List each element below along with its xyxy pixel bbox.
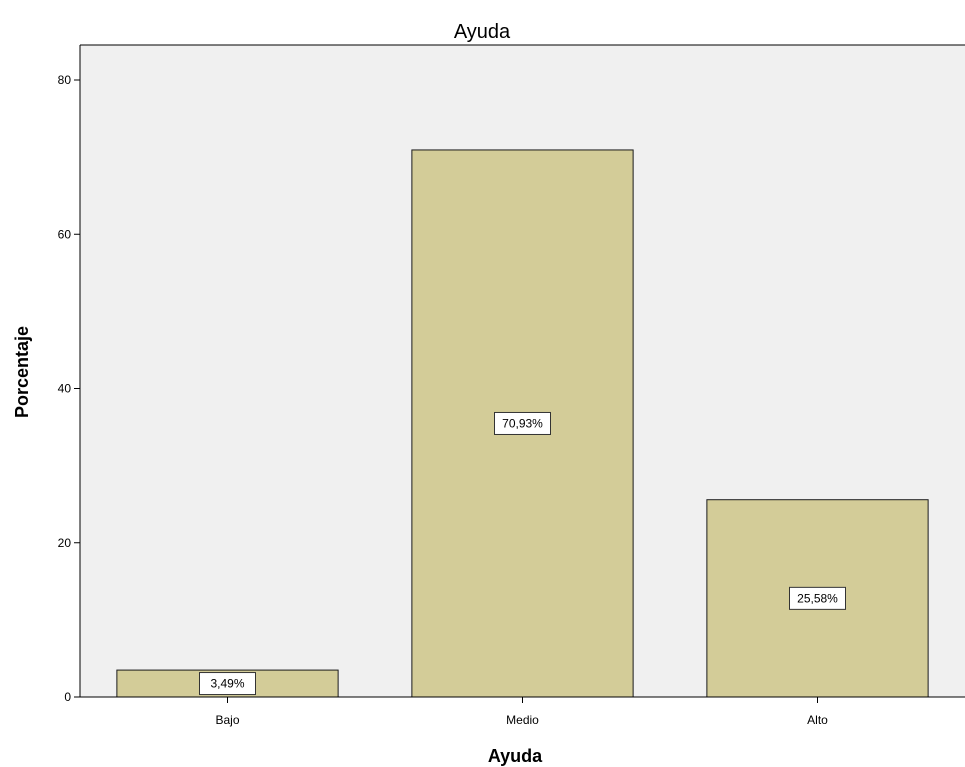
x-axis-ticks: Bajo Medio Alto	[215, 697, 828, 727]
y-axis-ticks: 0 20 40 60 80	[58, 73, 80, 704]
x-tick-label: Medio	[506, 713, 539, 727]
x-tick-label: Alto	[807, 713, 828, 727]
data-label: 25,58%	[797, 591, 838, 605]
y-axis-label: Porcentaje	[12, 326, 32, 418]
y-tick-label: 40	[58, 382, 72, 396]
data-labels-group: 3,49% 70,93% 25,58%	[199, 411, 846, 696]
x-axis-label: Ayuda	[488, 746, 543, 766]
data-label: 3,49%	[210, 677, 244, 691]
data-label: 70,93%	[502, 416, 543, 430]
y-tick-label: 0	[64, 690, 71, 704]
y-tick-label: 60	[58, 227, 72, 241]
x-tick-label: Bajo	[215, 713, 239, 727]
data-label-box	[789, 586, 846, 610]
y-tick-label: 80	[58, 73, 72, 87]
data-label-box	[494, 411, 551, 435]
chart-title: Ayuda	[454, 21, 511, 43]
y-tick-label: 20	[58, 536, 72, 550]
data-label-box	[199, 672, 256, 696]
